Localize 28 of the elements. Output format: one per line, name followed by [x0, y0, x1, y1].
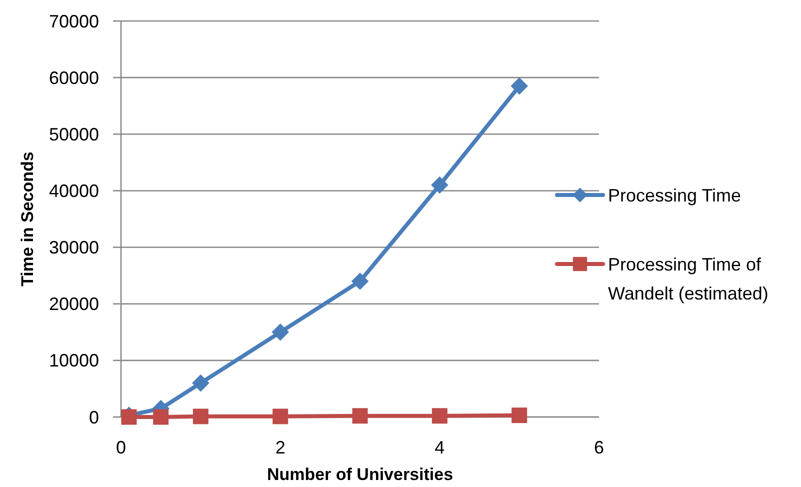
x-tick-label: 2	[275, 437, 286, 458]
y-tick-label: 20000	[48, 294, 99, 314]
legend-label: Processing Time of Wandelt (estimated)	[608, 254, 768, 304]
y-tick-label: 30000	[48, 238, 99, 258]
y-axis-title: Time in Seconds	[18, 152, 37, 286]
point	[272, 323, 289, 341]
point	[272, 408, 288, 424]
point	[121, 409, 137, 425]
point	[352, 408, 368, 424]
point	[510, 77, 528, 95]
y-tick-label: 0	[88, 407, 99, 428]
point	[153, 409, 169, 425]
y-tick-label: 60000	[48, 68, 99, 88]
y-tick-label: 50000	[48, 124, 99, 144]
point	[351, 272, 369, 290]
y-tick-label: 10000	[48, 350, 99, 371]
x-tick-label: 6	[594, 437, 604, 458]
point	[512, 408, 528, 424]
point	[432, 408, 448, 424]
legend-label: Processing Time	[608, 185, 742, 206]
x-tick-label: 4	[434, 437, 445, 458]
y-tick-label: 70000	[48, 11, 99, 32]
y-tick-label: 40000	[48, 181, 99, 202]
point	[431, 176, 448, 194]
x-tick-label: 0	[116, 437, 126, 458]
point	[192, 374, 210, 392]
point	[192, 408, 208, 424]
x-axis-title: Number of Universities	[266, 464, 454, 484]
